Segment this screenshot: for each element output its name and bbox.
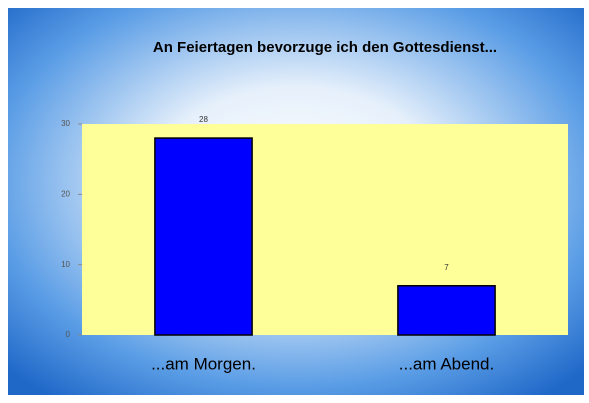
bar: [154, 137, 253, 336]
bar: [397, 285, 496, 336]
x-tick-label: ...am Abend.: [399, 354, 494, 373]
y-tick-label: 20: [61, 189, 70, 198]
y-tick-label: 10: [61, 260, 70, 269]
x-tick-label: ...am Morgen.: [151, 354, 256, 373]
chart-title: An Feiertagen bevorzuge ich den Gottesdi…: [153, 39, 497, 56]
y-tick-label: 0: [66, 330, 71, 339]
data-label: 28: [199, 115, 208, 124]
data-label: 7: [444, 263, 449, 272]
y-tick-label: 30: [61, 119, 70, 128]
